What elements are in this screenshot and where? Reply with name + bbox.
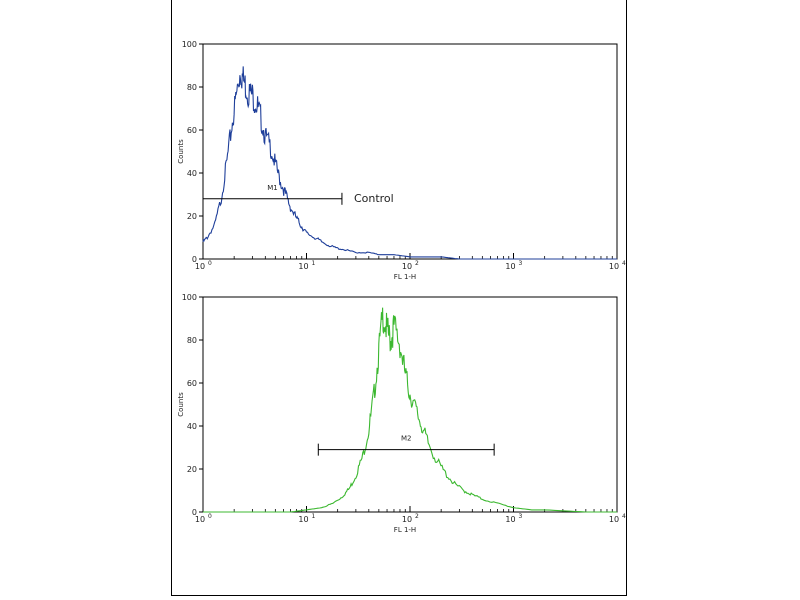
x-tick-exponent: 1 [312, 513, 316, 520]
y-tick-label: 0 [192, 255, 197, 264]
x-tick-exponent: 4 [622, 513, 626, 520]
x-axis-label: FL 1-H [394, 526, 416, 534]
x-tick-label: 10 [609, 515, 619, 524]
x-tick-label: 10 [298, 515, 308, 524]
gate-label: M1 [267, 184, 278, 192]
x-tick-exponent: 4 [622, 260, 626, 267]
x-tick-label: 10 [402, 515, 412, 524]
y-tick-label: 0 [192, 508, 197, 517]
y-tick-label: 60 [187, 126, 197, 135]
plot-area-border [202, 43, 618, 260]
y-tick-label: 20 [187, 212, 197, 221]
x-tick-label: 10 [195, 262, 205, 271]
gate-label: M2 [401, 435, 412, 443]
x-tick-label: 10 [609, 262, 619, 271]
x-tick-exponent: 0 [208, 260, 212, 267]
x-tick-label: 10 [195, 515, 205, 524]
x-tick-exponent: 3 [519, 513, 523, 520]
x-tick-label: 10 [298, 262, 308, 271]
y-tick-label: 20 [187, 465, 197, 474]
y-axis-label: Counts [177, 139, 185, 164]
histogram-series-line [203, 307, 617, 513]
y-tick-label: 40 [187, 422, 197, 431]
x-tick-exponent: 1 [312, 260, 316, 267]
histogram-series-line [202, 66, 617, 260]
figure-frame [171, 0, 627, 596]
plot-area-border [202, 296, 618, 513]
y-tick-label: 80 [187, 83, 197, 92]
x-tick-label: 10 [402, 262, 412, 271]
y-tick-label: 100 [182, 293, 197, 302]
x-tick-exponent: 2 [415, 260, 419, 267]
control-annotation: Control [354, 192, 394, 205]
x-tick-label: 10 [505, 515, 515, 524]
y-tick-label: 100 [182, 40, 197, 49]
x-tick-exponent: 0 [208, 513, 212, 520]
x-tick-exponent: 3 [519, 260, 523, 267]
x-tick-exponent: 2 [415, 513, 419, 520]
x-tick-label: 10 [505, 262, 515, 271]
x-axis-label: FL 1-H [394, 273, 416, 281]
y-tick-label: 80 [187, 336, 197, 345]
y-axis-label: Counts [177, 392, 185, 417]
y-tick-label: 60 [187, 379, 197, 388]
y-tick-label: 40 [187, 169, 197, 178]
